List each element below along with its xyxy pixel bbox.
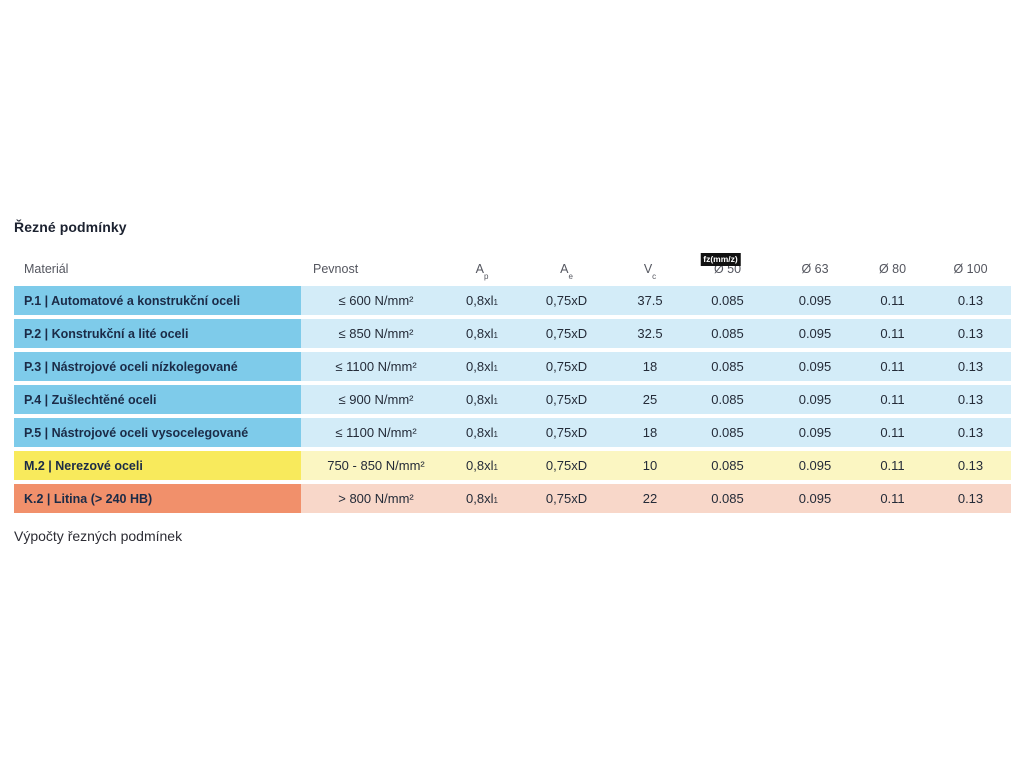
header-ap-base: A	[475, 262, 484, 276]
fz-d63-cell: 0.095	[775, 286, 855, 315]
ae-cell: 0,75xD	[513, 385, 620, 414]
ap-cell: 0,8xl 1	[451, 286, 513, 315]
header-material: Materiál	[24, 262, 69, 276]
ap-cell: 0,8xl 1	[451, 451, 513, 480]
ae-cell: 0,75xD	[513, 484, 620, 513]
ap-cell: 0,8xl 1	[451, 484, 513, 513]
vc-cell: 18	[620, 418, 680, 447]
header-vc-base: V	[643, 262, 653, 276]
table-row-p4: P.4 | Zušlechtěné oceli ≤ 900 N/mm² 0,8x…	[14, 385, 1011, 414]
fz-d50-cell: 0.085	[680, 385, 775, 414]
header-diameter-63: Ø 63	[801, 262, 829, 276]
ae-cell: 0,75xD	[513, 319, 620, 348]
fz-d50-cell: 0.085	[680, 286, 775, 315]
fz-d80-cell: 0.11	[855, 385, 930, 414]
fz-d100-cell: 0.13	[930, 451, 1011, 480]
fz-d80-cell: 0.11	[855, 319, 930, 348]
table-row-p5: P.5 | Nástrojové oceli vysocelegované ≤ …	[14, 418, 1011, 447]
header-diameter-100: Ø 100	[953, 262, 988, 276]
fz-d50-cell: 0.085	[680, 418, 775, 447]
header-ae: Ae	[513, 262, 620, 280]
header-ap: Ap	[451, 262, 513, 280]
fz-d80-cell: 0.11	[855, 352, 930, 381]
material-cell: P.3 | Nástrojové oceli nízkolegované	[14, 352, 301, 381]
fz-unit-badge: fz(mm/z)	[700, 253, 741, 266]
pevnost-cell: ≤ 850 N/mm²	[301, 319, 451, 348]
ap-cell: 0,8xl 1	[451, 385, 513, 414]
fz-d63-cell: 0.095	[775, 319, 855, 348]
cutting-conditions-table: Materiál Pevnost Ap Ae Vc fz(mm/z) Ø 50 …	[14, 253, 1011, 513]
table-body: P.1 | Automatové a konstrukční oceli ≤ 6…	[14, 286, 1011, 513]
material-cell: P.5 | Nástrojové oceli vysocelegované	[14, 418, 301, 447]
fz-d63-cell: 0.095	[775, 385, 855, 414]
vc-cell: 18	[620, 352, 680, 381]
header-vc: Vc	[620, 262, 680, 280]
fz-d100-cell: 0.13	[930, 385, 1011, 414]
material-cell: P.1 | Automatové a konstrukční oceli	[14, 286, 301, 315]
material-cell: M.2 | Nerezové oceli	[14, 451, 301, 480]
header-ap-subscript: p	[483, 271, 489, 281]
fz-d100-cell: 0.13	[930, 286, 1011, 315]
fz-d63-cell: 0.095	[775, 484, 855, 513]
ap-cell: 0,8xl 1	[451, 352, 513, 381]
table-header-row: Materiál Pevnost Ap Ae Vc fz(mm/z) Ø 50 …	[14, 253, 1011, 280]
subheading-calculations: Výpočty řezných podmínek	[14, 528, 183, 544]
vc-cell: 25	[620, 385, 680, 414]
material-cell: K.2 | Litina (> 240 HB)	[14, 484, 301, 513]
fz-d80-cell: 0.11	[855, 418, 930, 447]
fz-d63-cell: 0.095	[775, 451, 855, 480]
fz-d50-cell: 0.085	[680, 319, 775, 348]
fz-d63-cell: 0.095	[775, 352, 855, 381]
material-cell: P.4 | Zušlechtěné oceli	[14, 385, 301, 414]
pevnost-cell: ≤ 600 N/mm²	[301, 286, 451, 315]
pevnost-cell: ≤ 900 N/mm²	[301, 385, 451, 414]
vc-cell: 32.5	[620, 319, 680, 348]
pevnost-cell: ≤ 1100 N/mm²	[301, 352, 451, 381]
material-cell: P.2 | Konstrukční a lité oceli	[14, 319, 301, 348]
table-row-p2: P.2 | Konstrukční a lité oceli ≤ 850 N/m…	[14, 319, 1011, 348]
header-ae-subscript: e	[568, 271, 573, 281]
vc-cell: 10	[620, 451, 680, 480]
fz-d80-cell: 0.11	[855, 451, 930, 480]
ae-cell: 0,75xD	[513, 418, 620, 447]
ae-cell: 0,75xD	[513, 352, 620, 381]
fz-d50-cell: 0.085	[680, 352, 775, 381]
fz-d100-cell: 0.13	[930, 418, 1011, 447]
ap-cell: 0,8xl 1	[451, 418, 513, 447]
fz-d100-cell: 0.13	[930, 484, 1011, 513]
fz-d63-cell: 0.095	[775, 418, 855, 447]
fz-d100-cell: 0.13	[930, 352, 1011, 381]
pevnost-cell: 750 - 850 N/mm²	[301, 451, 451, 480]
header-diameter-50: fz(mm/z) Ø 50	[680, 253, 775, 276]
fz-d50-cell: 0.085	[680, 484, 775, 513]
fz-d50-cell: 0.085	[680, 451, 775, 480]
fz-d100-cell: 0.13	[930, 319, 1011, 348]
pevnost-cell: ≤ 1100 N/mm²	[301, 418, 451, 447]
vc-cell: 37.5	[620, 286, 680, 315]
pevnost-cell: > 800 N/mm²	[301, 484, 451, 513]
page-title: Řezné podmínky	[14, 219, 127, 235]
header-pevnost: Pevnost	[313, 262, 359, 276]
fz-d80-cell: 0.11	[855, 484, 930, 513]
header-vc-subscript: c	[652, 271, 657, 281]
header-ae-base: A	[560, 262, 569, 276]
table-row-m2: M.2 | Nerezové oceli 750 - 850 N/mm² 0,8…	[14, 451, 1011, 480]
table-row-p1: P.1 | Automatové a konstrukční oceli ≤ 6…	[14, 286, 1011, 315]
fz-d80-cell: 0.11	[855, 286, 930, 315]
header-diameter-80: Ø 80	[878, 262, 907, 276]
vc-cell: 22	[620, 484, 680, 513]
ae-cell: 0,75xD	[513, 286, 620, 315]
table-row-p3: P.3 | Nástrojové oceli nízkolegované ≤ 1…	[14, 352, 1011, 381]
header-diameter-50-label: Ø 50	[713, 262, 742, 276]
ae-cell: 0,75xD	[513, 451, 620, 480]
table-row-k2: K.2 | Litina (> 240 HB) > 800 N/mm² 0,8x…	[14, 484, 1011, 513]
ap-cell: 0,8xl 1	[451, 319, 513, 348]
